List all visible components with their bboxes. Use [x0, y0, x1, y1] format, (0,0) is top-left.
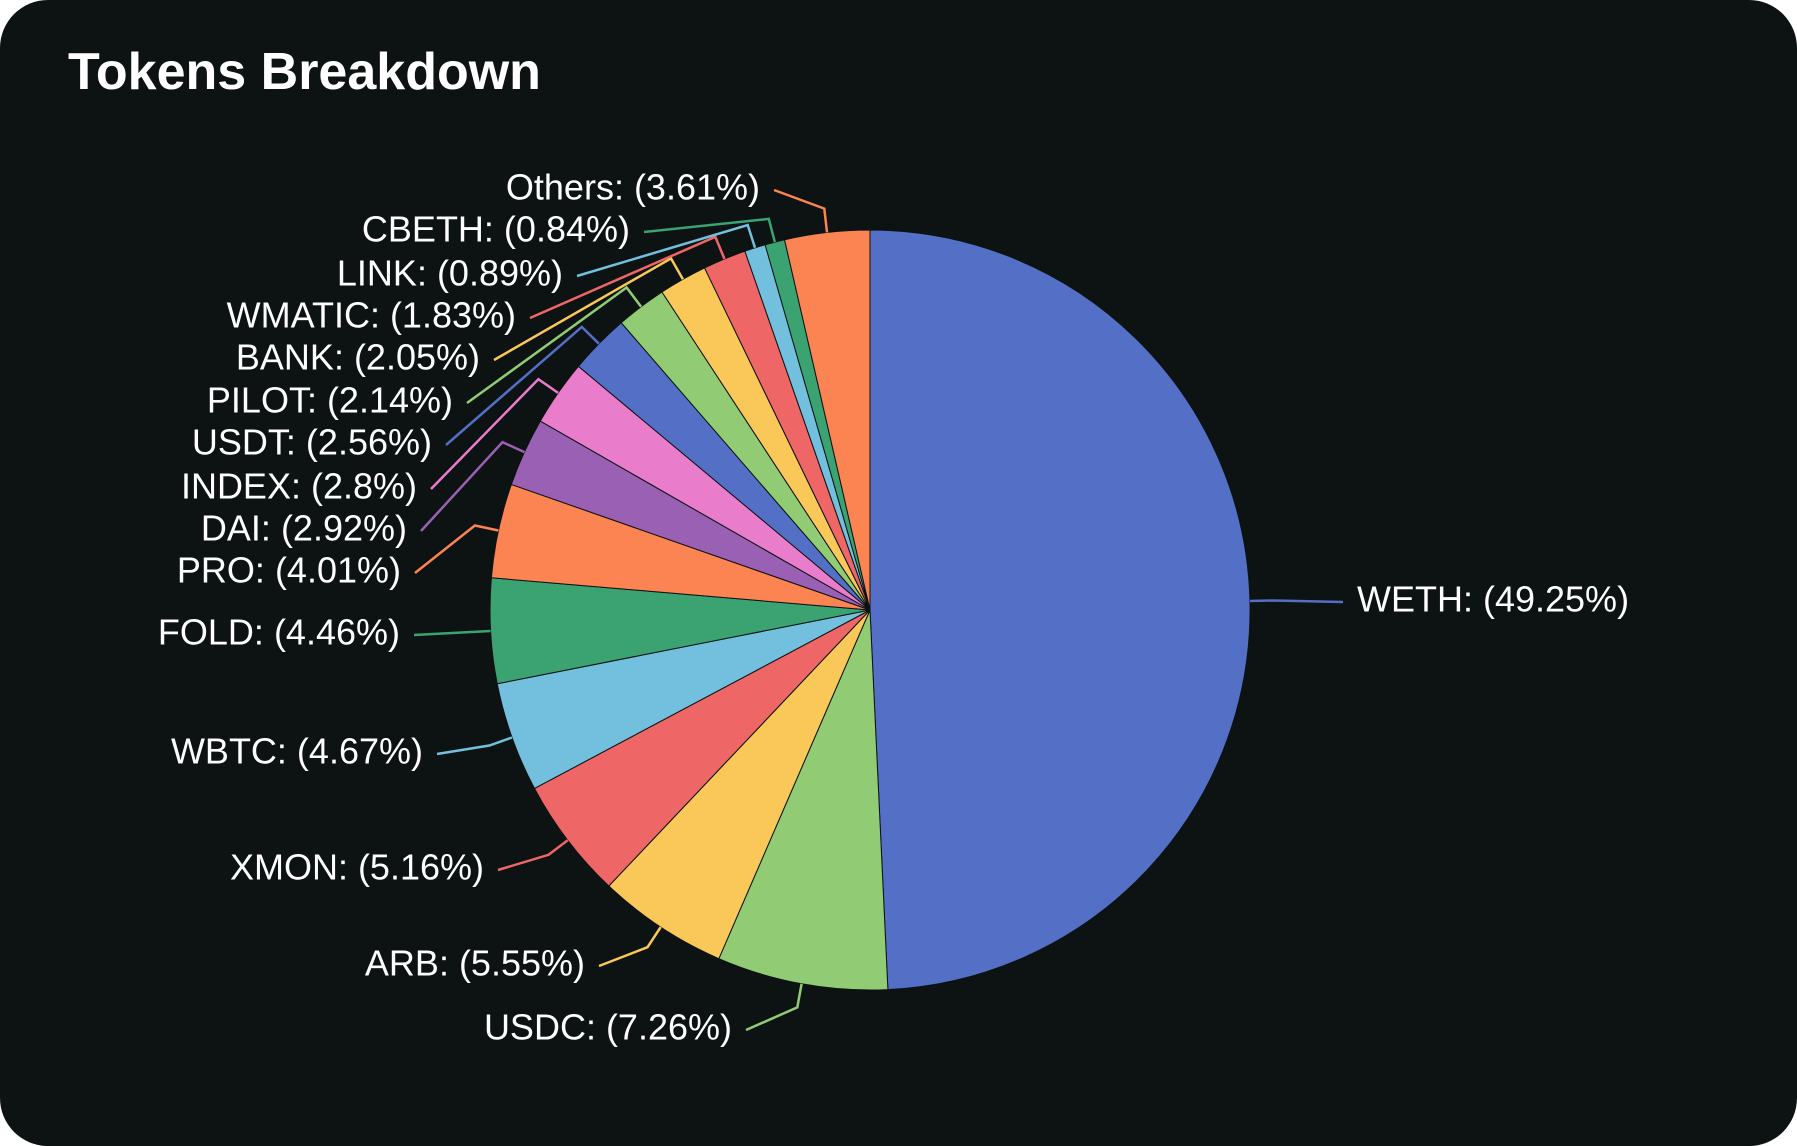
slice-label-xmon: XMON: (5.16%) — [230, 847, 484, 888]
leader-line-link — [576, 223, 757, 278]
leader-line-arb — [598, 926, 662, 968]
leader-line-wbtc — [436, 736, 513, 756]
slice-label-others: Others: (3.61%) — [506, 167, 760, 208]
slice-label-cbeth: CBETH: (0.84%) — [362, 209, 630, 250]
leader-line-weth — [1249, 599, 1344, 604]
leader-line-usdc — [745, 983, 803, 1032]
leader-line-fold — [413, 629, 491, 637]
pie-slice-weth[interactable] — [869, 229, 1251, 991]
slice-label-usdt: USDT: (2.56%) — [192, 422, 432, 463]
slice-label-arb: ARB: (5.55%) — [365, 943, 585, 984]
leader-line-dai — [420, 440, 525, 532]
leader-line-others — [773, 188, 829, 233]
leader-line-cbeth — [643, 217, 777, 243]
leader-line-xmon — [497, 839, 569, 872]
slice-label-fold: FOLD: (4.46%) — [158, 612, 400, 653]
leader-line-pilot — [466, 285, 643, 405]
slice-label-link: LINK: (0.89%) — [337, 253, 563, 294]
leader-line-pro — [414, 524, 499, 574]
slice-label-dai: DAI: (2.92%) — [201, 508, 407, 549]
leader-line-index — [430, 377, 559, 490]
leader-line-bank — [493, 256, 684, 362]
slice-label-pro: PRO: (4.01%) — [177, 550, 401, 591]
pie-slice-others[interactable] — [783, 229, 871, 611]
slice-label-usdc: USDC: (7.26%) — [484, 1007, 732, 1048]
slice-label-wmatic: WMATIC: (1.83%) — [227, 295, 516, 336]
leader-line-wmatic — [529, 235, 726, 320]
pie-slice-usdc[interactable] — [718, 609, 889, 991]
chart-title: Tokens Breakdown — [68, 43, 541, 101]
slice-label-weth: WETH: (49.25%) — [1357, 579, 1629, 620]
slice-label-wbtc: WBTC: (4.67%) — [171, 731, 423, 772]
pie-slice-arb[interactable] — [608, 609, 871, 960]
slice-label-index: INDEX: (2.8%) — [181, 466, 417, 507]
slice-label-pilot: PILOT: (2.14%) — [207, 380, 453, 421]
slice-label-bank: BANK: (2.05%) — [236, 337, 480, 378]
leader-line-usdt — [445, 325, 600, 446]
